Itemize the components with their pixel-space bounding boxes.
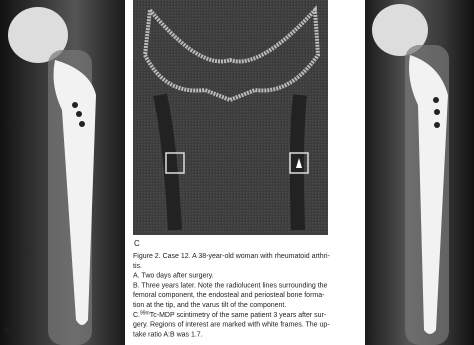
panel-label: B xyxy=(367,326,372,335)
caption-line: tion at the tip, and the varus tilt of t… xyxy=(133,302,286,309)
panel-label: A xyxy=(4,326,10,335)
caption-text: Tc-MDP scintimetry of the same patient 3… xyxy=(150,312,327,319)
caption-line: take ratio A:B was 1.7. xyxy=(133,331,203,338)
panel-label: C xyxy=(134,239,140,248)
caption-line: Figure 2. Case 12. A 38-year-old woman w… xyxy=(133,253,331,260)
caption-line: femoral component, the endosteal and per… xyxy=(133,292,325,299)
caption-line: tis. xyxy=(133,263,142,270)
scintigram-c xyxy=(133,0,328,235)
xray-a xyxy=(0,0,125,345)
caption-line: A. Two days after surgery. xyxy=(133,273,214,280)
caption: Figure 2. Case 12. A 38-year-old woman w… xyxy=(133,253,331,338)
xray-b xyxy=(365,0,474,345)
caption-line: B. Three years later. Note the radioluce… xyxy=(133,282,328,289)
caption-text: C. xyxy=(133,312,140,319)
caption-line: gery. Regions of interest are marked wit… xyxy=(133,322,330,329)
caption-line: C.99mTc-MDP scintimetry of the same pati… xyxy=(133,310,327,319)
superscript: 99m xyxy=(140,310,150,316)
